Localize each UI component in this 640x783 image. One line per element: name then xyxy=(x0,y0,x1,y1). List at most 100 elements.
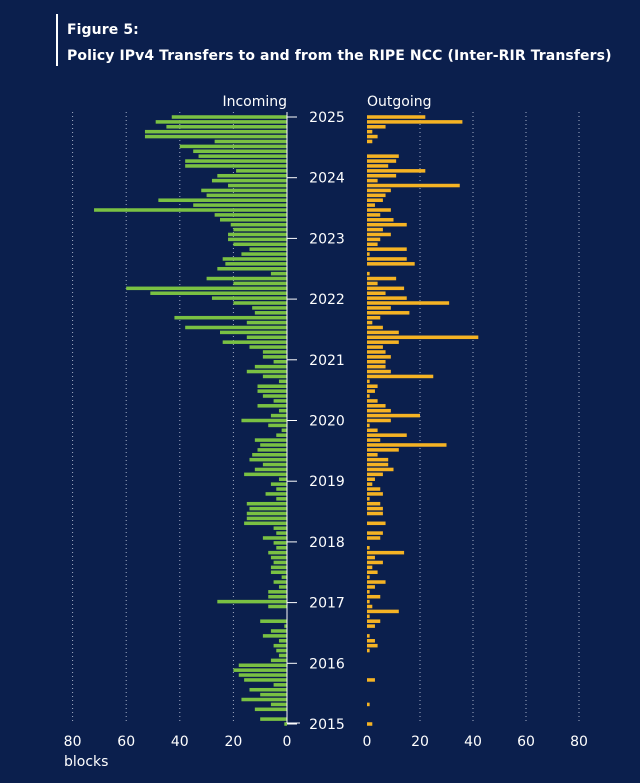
incoming-bar xyxy=(252,306,287,310)
outgoing-bar xyxy=(367,619,381,623)
outgoing-bar xyxy=(367,335,479,340)
outgoing-bar xyxy=(367,237,381,242)
figure-label: Figure 5: xyxy=(67,22,139,38)
incoming-bar xyxy=(252,453,287,457)
incoming-bar xyxy=(260,619,287,623)
incoming-bar xyxy=(262,394,287,398)
incoming-bar xyxy=(270,482,287,486)
year-tick-label: 2016 xyxy=(309,656,345,672)
incoming-bar xyxy=(228,232,287,237)
incoming-bar xyxy=(273,399,287,403)
incoming-bar xyxy=(144,129,287,134)
incoming-bar xyxy=(166,125,287,129)
incoming-bar xyxy=(281,428,287,433)
outgoing-bar xyxy=(367,413,420,418)
outgoing-bar xyxy=(367,384,378,388)
incoming-bar xyxy=(276,546,287,550)
incoming-bar xyxy=(193,149,287,154)
incoming-bar xyxy=(257,404,287,408)
outgoing-bar xyxy=(367,315,381,320)
incoming-bar xyxy=(270,271,287,276)
incoming-bar xyxy=(222,340,287,344)
incoming-bar xyxy=(278,477,287,482)
incoming-bar xyxy=(179,144,287,149)
incoming-bar xyxy=(273,560,287,565)
outgoing-bar xyxy=(367,536,381,540)
incoming-bar xyxy=(185,164,287,168)
incoming-bar xyxy=(244,678,287,682)
outgoing-bar xyxy=(367,609,399,614)
outgoing-bar xyxy=(367,585,375,589)
outgoing-bar xyxy=(367,570,378,575)
outgoing-bar xyxy=(367,404,386,408)
outgoing-bar xyxy=(367,702,370,707)
outgoing-bar xyxy=(367,227,383,232)
year-tick-label: 2017 xyxy=(309,596,345,612)
incoming-bar xyxy=(276,648,287,653)
outgoing-bar xyxy=(367,242,378,247)
outgoing-bar xyxy=(367,222,407,227)
outgoing-bar xyxy=(367,169,426,173)
incoming-bar xyxy=(211,178,287,183)
incoming-bar xyxy=(214,139,287,144)
year-tick-label: 2018 xyxy=(309,535,345,551)
outgoing-bar xyxy=(367,648,370,653)
incoming-bar xyxy=(246,501,287,506)
outgoing-bar xyxy=(367,208,391,212)
outgoing-bar xyxy=(367,203,375,207)
incoming-bar xyxy=(273,643,287,648)
outgoing-bar xyxy=(367,487,381,491)
figure-title: Policy IPv4 Transfers to and from the RI… xyxy=(67,48,612,64)
incoming-bar xyxy=(126,286,287,291)
outgoing-bar xyxy=(367,286,405,291)
incoming-bar xyxy=(246,516,287,521)
x-tick-label-outgoing: 40 xyxy=(464,734,482,750)
year-tick-label: 2025 xyxy=(309,110,345,126)
outgoing-bar xyxy=(367,257,407,261)
year-tick-label: 2023 xyxy=(309,231,345,247)
incoming-bar xyxy=(171,115,287,119)
incoming-bar xyxy=(228,183,287,188)
incoming-bar xyxy=(211,296,287,300)
outgoing-series-label: Outgoing xyxy=(367,94,431,110)
incoming-bar xyxy=(262,634,287,638)
outgoing-bar xyxy=(367,521,386,526)
incoming-bar xyxy=(278,585,287,589)
outgoing-bar xyxy=(367,164,389,168)
incoming-bar xyxy=(214,213,287,217)
incoming-bar xyxy=(265,492,287,496)
outgoing-bar xyxy=(367,453,378,457)
incoming-bar xyxy=(273,359,287,364)
outgoing-bar xyxy=(367,350,386,354)
outgoing-bar xyxy=(367,183,460,188)
incoming-bar xyxy=(217,173,287,178)
outgoing-bar xyxy=(367,193,386,198)
outgoing-bar xyxy=(367,482,373,486)
incoming-bar xyxy=(249,457,287,462)
outgoing-bar xyxy=(367,379,370,384)
incoming-bar xyxy=(198,154,287,158)
outgoing-bar xyxy=(367,614,370,619)
year-tick-label: 2021 xyxy=(309,353,345,369)
outgoing-bar xyxy=(367,599,370,604)
incoming-bar xyxy=(217,599,287,604)
outgoing-bar xyxy=(367,369,391,374)
incoming-bar xyxy=(185,325,287,330)
incoming-bar xyxy=(150,291,287,295)
outgoing-bar xyxy=(367,364,386,369)
outgoing-bar xyxy=(367,594,381,599)
incoming-bar xyxy=(273,580,287,584)
outgoing-bar xyxy=(367,213,381,217)
outgoing-bar xyxy=(367,120,463,124)
incoming-bar xyxy=(257,384,287,388)
year-tick-label: 2020 xyxy=(309,414,345,430)
outgoing-bar xyxy=(367,247,407,251)
outgoing-bar xyxy=(367,477,375,482)
incoming-bar xyxy=(257,389,287,393)
incoming-bar xyxy=(233,227,287,232)
outgoing-bar xyxy=(367,359,386,364)
incoming-bar xyxy=(260,443,287,447)
incoming-bar xyxy=(262,355,287,359)
x-tick-label-outgoing: 0 xyxy=(363,734,372,750)
outgoing-bar xyxy=(367,643,378,648)
